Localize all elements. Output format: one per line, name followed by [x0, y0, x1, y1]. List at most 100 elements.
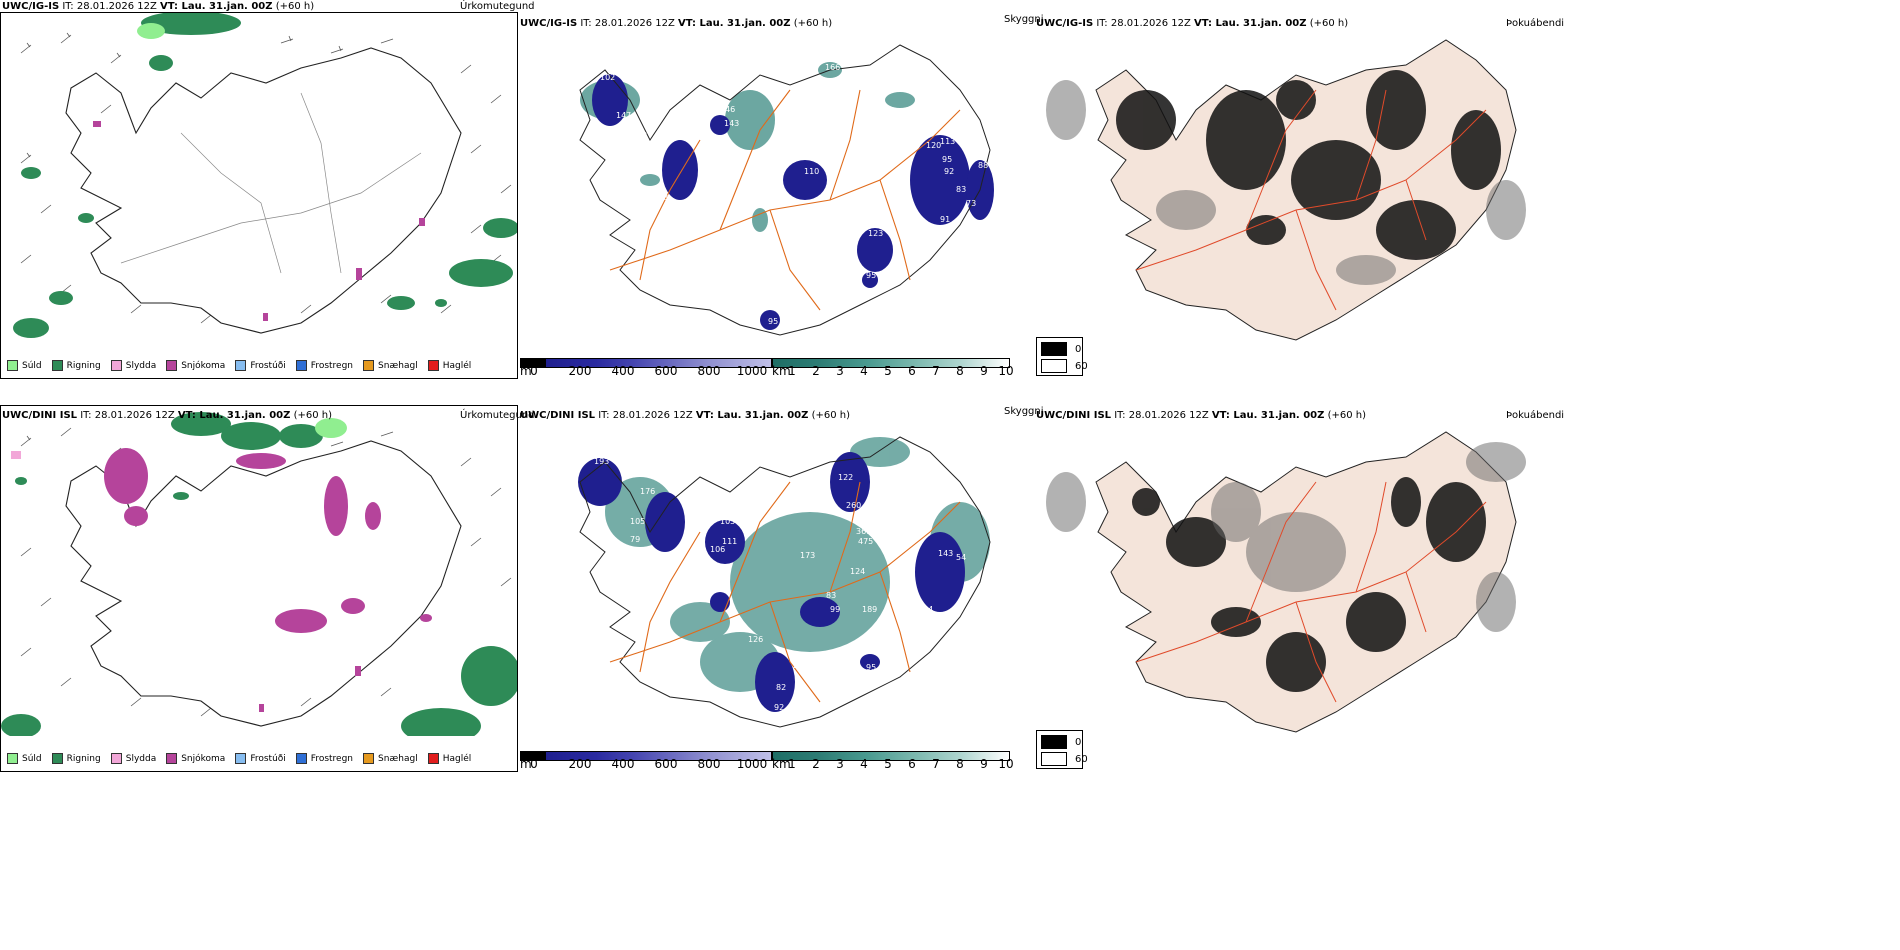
wind-barbs	[20, 32, 512, 324]
svg-text:105: 105	[630, 517, 645, 526]
legend-label: Frostúði	[250, 753, 286, 764]
legend-item: Frostregn	[295, 360, 354, 371]
legend-label: Snæhagl	[378, 753, 418, 764]
legend-label: Frostregn	[310, 360, 354, 371]
svg-text:136: 136	[760, 173, 775, 182]
vis-km-tick: 9	[980, 757, 988, 771]
legend-label: 0	[1075, 343, 1082, 355]
vis-low-patches	[578, 452, 965, 712]
vis-km-unit-top: km	[772, 364, 791, 378]
vis-km-tick: 7	[932, 757, 940, 771]
cloud-header-top: UWC/IG-IS IT: 28.01.2026 12Z VT: Lau. 31…	[1036, 18, 1349, 29]
precip-legend-top: Súld Rigning Slydda Snjókoma Frostúði Fr…	[7, 360, 481, 371]
sleet-patch	[11, 451, 21, 459]
legend-swatch	[363, 753, 375, 764]
vis-km-unit-bottom: km	[772, 757, 791, 771]
legend-swatch	[427, 753, 439, 764]
road-network	[609, 481, 961, 703]
svg-text:193: 193	[594, 457, 609, 466]
cloud-title-bottom: Þokuábendi	[1506, 410, 1565, 421]
precip-map-top	[13, 13, 517, 338]
legend-item: Súld	[7, 753, 42, 764]
svg-text:124: 124	[850, 567, 865, 576]
vis-m-tick: 800	[697, 364, 721, 378]
svg-text:147: 147	[616, 111, 631, 120]
legend-swatch	[166, 360, 178, 371]
vis-m-tick: 200	[568, 757, 592, 771]
legend-swatch	[110, 753, 122, 764]
svg-text:79: 79	[630, 535, 640, 544]
legend-item: Frostúði	[235, 360, 286, 371]
legend-swatch	[427, 360, 439, 371]
precip-title-bottom: Úrkomutegund	[460, 410, 535, 421]
vis-title-bottom: Skyggni	[1004, 406, 1044, 417]
svg-text:361: 361	[856, 527, 871, 536]
svg-text:146: 146	[720, 105, 735, 114]
vis-m-tick: 1000	[736, 364, 768, 378]
svg-text:111: 111	[722, 537, 737, 546]
svg-text:166: 166	[825, 63, 840, 72]
cloud-legend-top: 0 60	[1036, 337, 1088, 376]
vis-m-tick: 400	[611, 364, 635, 378]
vis-low-patches	[592, 74, 994, 330]
rain-patches	[1, 412, 517, 736]
svg-text:173: 173	[800, 551, 815, 560]
legend-item: Rigning	[51, 753, 101, 764]
svg-text:209: 209	[882, 519, 897, 528]
svg-text:120: 120	[926, 141, 941, 150]
legend-swatch-dark	[1041, 735, 1067, 749]
drizzle-patch	[315, 418, 347, 438]
legend-item: Frostúði	[235, 753, 286, 764]
legend-swatch	[7, 753, 18, 764]
svg-text:143: 143	[724, 119, 739, 128]
vis-km-tick: 7	[932, 364, 940, 378]
legend-label: Snæhagl	[378, 360, 418, 371]
precip-map-frame-top: Súld Rigning Slydda Snjókoma Frostúði Fr…	[0, 12, 518, 379]
svg-text:105: 105	[720, 517, 735, 526]
fog-mid-patches	[1046, 80, 1526, 285]
legend-swatch	[166, 753, 178, 764]
vis-m-tick: 600	[654, 364, 678, 378]
legend-label: Snjókoma	[181, 360, 226, 371]
cloud-map-top	[1046, 39, 1526, 341]
legend-label: Súld	[22, 360, 42, 371]
svg-text:143: 143	[938, 549, 953, 558]
legend-swatch	[295, 360, 307, 371]
vis-km-tick: 9	[980, 364, 988, 378]
wind-barbs	[20, 427, 512, 717]
cloud-map-bottom	[1046, 431, 1526, 733]
svg-text:130: 130	[768, 287, 783, 296]
legend-label: Snjókoma	[181, 753, 226, 764]
svg-text:123: 123	[868, 229, 883, 238]
legend-item: Snæhagl	[363, 360, 418, 371]
legend-item: Snæhagl	[363, 753, 418, 764]
vis-km-tick: 5	[884, 757, 892, 771]
svg-text:95: 95	[866, 271, 876, 280]
legend-swatch	[51, 753, 63, 764]
svg-text:103: 103	[696, 499, 711, 508]
iceland-outline	[65, 47, 462, 334]
vis-km-tick: 1	[788, 757, 796, 771]
precip-map-frame-bottom: Súld Rigning Slydda Snjókoma Frostúði Fr…	[0, 405, 518, 772]
legend-item: Rigning	[51, 360, 101, 371]
drizzle-patch	[137, 23, 165, 39]
vis-m-tick: 1000	[736, 757, 768, 771]
svg-text:189: 189	[862, 605, 877, 614]
precip-map-bottom	[1, 412, 517, 736]
cloud-title-top: Þokuábendi	[1506, 18, 1565, 29]
legend-item: Slydda	[110, 753, 156, 764]
road-network	[1135, 481, 1487, 703]
vis-km-tick: 6	[908, 757, 916, 771]
legend-item: Snjókoma	[166, 753, 225, 764]
snow-patches	[104, 448, 432, 712]
iceland-outline	[579, 436, 991, 728]
vis-m-tick: 0	[530, 364, 538, 378]
svg-text:83: 83	[826, 591, 836, 600]
vis-km-tick: 5	[884, 364, 892, 378]
legend-swatch	[235, 753, 247, 764]
legend-item: Slydda	[110, 360, 156, 371]
precip-legend-bottom: Súld Rigning Slydda Snjókoma Frostúði Fr…	[7, 753, 481, 764]
vis-m-tick: 0	[530, 757, 538, 771]
